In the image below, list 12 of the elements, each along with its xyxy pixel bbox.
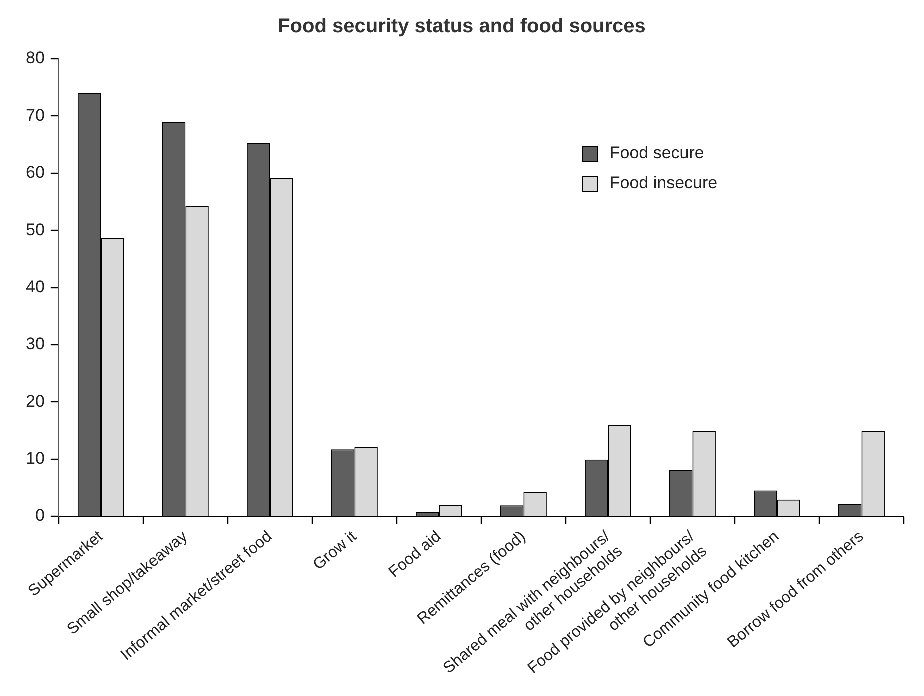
legend-label: Food insecure: [610, 174, 718, 193]
chart-title: Food security status and food sources: [278, 16, 646, 38]
y-tick-label: 20: [26, 392, 45, 411]
y-tick-label: 80: [26, 48, 45, 68]
y-tick-label: 30: [26, 334, 45, 354]
y-tick-label: 10: [26, 449, 45, 468]
y-tick-label: 0: [35, 506, 45, 526]
y-tick-label: 60: [26, 163, 45, 182]
y-tick-label: 70: [26, 106, 45, 125]
legend-label: Food secure: [610, 144, 704, 163]
y-tick-label: 50: [26, 220, 45, 240]
y-tick-label: 40: [26, 277, 45, 296]
